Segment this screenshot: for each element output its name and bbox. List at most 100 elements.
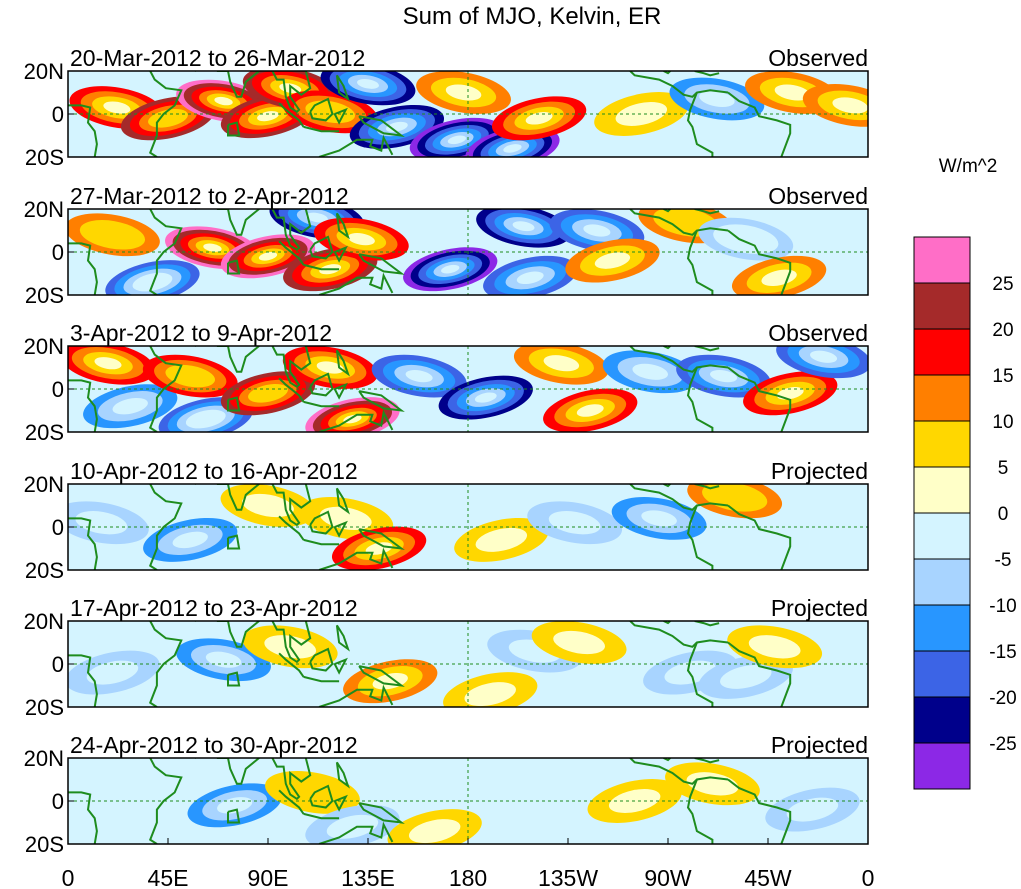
anomaly-contour (776, 387, 804, 400)
coastline (148, 758, 183, 844)
coastline (358, 390, 405, 412)
anomaly-contour (94, 357, 122, 370)
coastline (148, 346, 183, 432)
anomaly-contour (305, 212, 328, 223)
coastline (278, 102, 305, 128)
coastline (68, 104, 98, 157)
y-tick-label: 0 (52, 652, 64, 677)
anomaly-contour (525, 112, 553, 125)
coastline (216, 346, 260, 373)
coastline (727, 778, 792, 844)
anomaly-contour (79, 220, 146, 250)
coastline (629, 346, 729, 373)
coastline (694, 758, 720, 764)
coastline (148, 484, 183, 570)
colorbar-swatch (913, 650, 971, 698)
coastline (318, 272, 394, 295)
anomaly-contour (319, 506, 372, 531)
colorbar-swatch (913, 328, 971, 376)
panel-type-label: Projected (771, 595, 868, 621)
y-tick-label: 20S (25, 145, 64, 170)
anomaly-field (68, 621, 823, 707)
coastline (318, 409, 394, 432)
coastline (318, 821, 394, 844)
anomaly-contour (720, 664, 772, 689)
coastline (68, 654, 98, 707)
anomaly-contour (543, 355, 580, 372)
chart-title: Sum of MJO, Kelvin, ER (403, 3, 662, 30)
coastline (271, 71, 312, 114)
coastline (335, 349, 350, 377)
panel-period-label: 24-Apr-2012 to 30-Apr-2012 (70, 732, 358, 758)
y-tick-label: 20N (24, 334, 64, 359)
coastline (335, 624, 350, 652)
anomaly-contour (316, 361, 344, 374)
anomaly-contour (185, 409, 226, 429)
anomaly-contour (172, 531, 208, 549)
panel-2: 27-Mar-2012 to 2-Apr-2012 Observed 20N 0 20S (24, 183, 869, 308)
anomaly-contour (258, 252, 278, 261)
panel-6: 24-Apr-2012 to 30-Apr-2012 Projected 20N 0 2… (24, 732, 869, 857)
anomaly-contour (112, 397, 148, 415)
colorbar-label: 0 (998, 504, 1009, 525)
coastline (358, 253, 405, 275)
coastlines (68, 71, 792, 157)
coastline (271, 209, 312, 252)
coastline (303, 538, 340, 546)
coastline (694, 346, 720, 352)
colorbar-label: -5 (995, 550, 1012, 571)
panel-period-label: 27-Mar-2012 to 2-Apr-2012 (70, 183, 349, 209)
anomaly-contour (548, 511, 601, 535)
colorbar-swatch (913, 236, 971, 284)
coastline (278, 240, 305, 266)
anomaly-contour (512, 221, 535, 232)
coastline (216, 71, 260, 98)
anomaly-contour (447, 135, 467, 145)
coastline (358, 665, 405, 687)
coastline (629, 209, 729, 236)
panel-1: 20-Mar-2012 to 26-Mar-2012 Observed 20N 0 20… (24, 45, 869, 170)
coastline (278, 789, 305, 815)
coastline (686, 505, 714, 570)
anomaly-contour (347, 233, 375, 246)
coastline (727, 504, 792, 570)
coastline (335, 761, 350, 789)
coastline (727, 366, 792, 432)
anomaly-contour (498, 766, 594, 810)
coastline (68, 517, 98, 570)
reference-box (227, 121, 241, 137)
coastline (694, 209, 720, 215)
coastline (303, 263, 340, 271)
x-tick-label: 90W (644, 865, 692, 889)
y-tick-label: 20S (25, 283, 64, 308)
coastlines (68, 758, 792, 844)
anomaly-contour (474, 392, 497, 403)
anomaly-contour (516, 271, 544, 285)
panel-4: 10-Apr-2012 to 16-Apr-2012 Projected 20N 0 2… (24, 458, 869, 583)
coastline (278, 377, 305, 403)
anomaly-contour (786, 797, 839, 822)
anomaly-contour (214, 96, 233, 106)
anomaly-field (68, 484, 849, 570)
coastline (216, 209, 260, 236)
y-tick-label: 20N (24, 609, 64, 634)
coastlines (68, 621, 792, 707)
coastline (335, 487, 350, 515)
panel-5: 17-Apr-2012 to 23-Apr-2012 Projected 20N 0 2… (24, 595, 869, 720)
coastline (303, 675, 340, 683)
y-tick-label: 20N (24, 746, 64, 771)
coastline (694, 71, 720, 77)
anomaly-contour (464, 682, 516, 707)
anomaly-contour (385, 121, 408, 132)
anomaly-contour (165, 364, 216, 388)
coastline (686, 779, 714, 844)
anomaly-contour (445, 84, 482, 101)
coastline (148, 209, 183, 295)
y-tick-label: 0 (52, 240, 64, 265)
colorbar-label: 5 (998, 458, 1009, 479)
coastline (694, 621, 720, 627)
anomaly-field (87, 762, 860, 844)
coastline (318, 134, 394, 157)
colorbar-label: -15 (989, 642, 1016, 663)
anomaly-contour (748, 635, 801, 659)
